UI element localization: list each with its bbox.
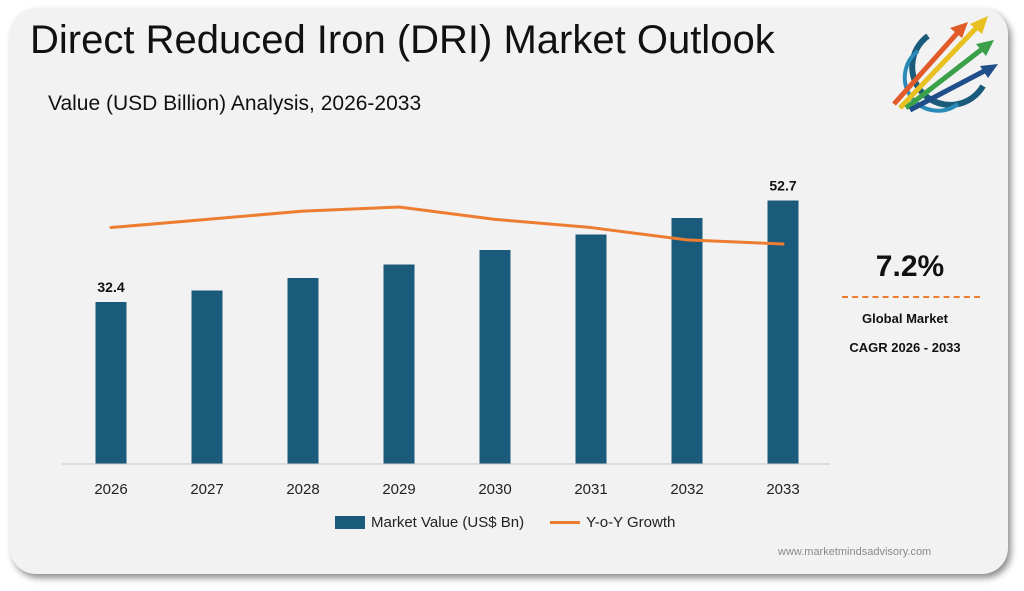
chart-legend: Market Value (US$ Bn) Y-o-Y Growth [335,514,701,531]
x-tick-label-2032: 2032 [670,481,703,498]
chart-title: Direct Reduced Iron (DRI) Market Outlook [30,18,775,62]
bar-2028 [287,278,319,464]
legend-label-yoy-growth: Y-o-Y Growth [586,514,676,531]
x-tick-label-2028: 2028 [286,481,319,498]
bar-2032 [671,218,703,464]
website-url: www.marketmindsadvisory.com [778,546,932,558]
cagr-label-line1: Global Market [862,311,948,326]
x-tick-label-2027: 2027 [190,481,223,498]
bar-2030 [479,250,511,464]
x-tick-label-2029: 2029 [382,481,415,498]
cagr-divider [842,296,980,298]
data-label-2026: 32.4 [97,279,124,295]
x-tick-label-2026: 2026 [94,481,127,498]
bar-2027 [191,290,223,464]
bar-2026 [95,302,127,464]
chart-subtitle: Value (USD Billion) Analysis, 2026-2033 [48,92,422,115]
x-tick-label-2033: 2033 [766,481,799,498]
bar-2031 [575,234,607,464]
brand-logo-icon [892,16,998,113]
bar-2033 [767,200,799,464]
data-label-2033: 52.7 [769,178,796,194]
legend-item-yoy-growth: Y-o-Y Growth [550,514,675,531]
bar-2029 [383,264,415,464]
cagr-value: 7.2% [875,250,945,283]
cagr-label-line2: CAGR 2026 - 2033 [849,340,961,355]
legend-swatch-bar [335,516,365,529]
x-tick-label-2031: 2031 [574,481,607,498]
legend-item-market-value: Market Value (US$ Bn) [335,514,524,531]
yoy-growth-line [109,205,785,246]
legend-swatch-line [550,521,581,524]
x-tick-label-2030: 2030 [478,481,511,498]
legend-label-market-value: Market Value (US$ Bn) [371,514,525,531]
